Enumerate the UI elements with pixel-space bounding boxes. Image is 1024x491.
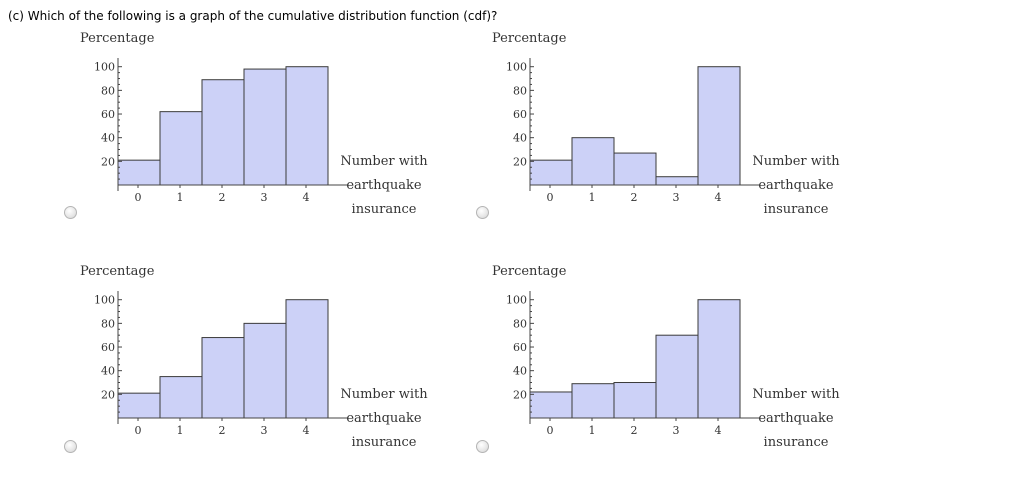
- y-tick-label: 20: [513, 155, 527, 168]
- y-tick-label: 100: [506, 61, 527, 74]
- bar-4: [697, 66, 741, 186]
- option-d-chart: Percentage 20 40 60 80 100 0 1 2 3 4 Number with ear…: [412, 261, 840, 491]
- bar-1: [571, 137, 615, 186]
- x-axis-title-line: earthquake: [758, 178, 834, 193]
- x-tick-label: 3: [673, 191, 680, 204]
- x-tick-label: 1: [589, 191, 596, 204]
- x-tick-label: 1: [177, 191, 184, 204]
- x-tick-label: 3: [261, 424, 268, 437]
- y-axis-title: Percentage: [492, 264, 567, 279]
- x-tick-label: 4: [715, 424, 722, 437]
- x-axis-title-line: Number with: [752, 387, 840, 402]
- y-tick-label: 40: [101, 132, 115, 145]
- bar-1: [571, 383, 615, 419]
- y-tick-label: 40: [513, 132, 527, 145]
- x-axis-title-line: insurance: [352, 202, 417, 217]
- x-axis-title-line: Number with: [340, 154, 428, 169]
- x-tick-label: 2: [219, 424, 226, 437]
- bar-1: [159, 111, 203, 186]
- x-tick-label: 3: [673, 424, 680, 437]
- option-a-radio[interactable]: [64, 206, 77, 219]
- y-tick-label: 80: [513, 84, 527, 97]
- x-tick-label: 0: [547, 424, 554, 437]
- x-axis-title-line: insurance: [352, 435, 417, 450]
- bar-3: [655, 334, 699, 419]
- y-tick-label: 20: [513, 388, 527, 401]
- option-b-chart: Percentage 20 40 60 80 100 0 1 2 3 4 Number with ear…: [412, 28, 840, 258]
- bar-3: [655, 176, 699, 186]
- bar-2: [613, 152, 657, 186]
- y-axis-title: Percentage: [492, 31, 567, 46]
- option-d-radio[interactable]: [476, 440, 489, 453]
- y-tick-label: 20: [101, 155, 115, 168]
- bar-0: [117, 159, 161, 186]
- x-axis-title-line: Number with: [752, 154, 840, 169]
- bar-4: [285, 66, 329, 186]
- x-tick-label: 1: [589, 424, 596, 437]
- y-tick-label: 20: [101, 388, 115, 401]
- bar-2: [613, 382, 657, 419]
- y-tick-label: 80: [101, 317, 115, 330]
- x-axis-title-line: earthquake: [346, 178, 422, 193]
- chart-svg: Percentage 20 40 60 80 100 0 1 2 3 4 Number with ear…: [80, 31, 428, 217]
- bar-3: [243, 322, 287, 419]
- bar-4: [285, 299, 329, 419]
- y-axis-title: Percentage: [80, 264, 155, 279]
- y-tick-label: 40: [513, 365, 527, 378]
- chart-svg: Percentage 20 40 60 80 100 0 1 2 3 4 Number with ear…: [492, 31, 840, 217]
- x-tick-label: 4: [303, 191, 310, 204]
- x-tick-label: 0: [135, 424, 142, 437]
- bar-0: [117, 392, 161, 419]
- y-tick-label: 40: [101, 365, 115, 378]
- x-tick-label: 2: [631, 424, 638, 437]
- x-tick-label: 4: [303, 424, 310, 437]
- question-text: (c) Which of the following is a graph of…: [8, 9, 498, 23]
- y-tick-label: 80: [101, 84, 115, 97]
- option-c-chart: Percentage 20 40 60 80 100 0 1 2 3 4 Number with ear…: [0, 261, 428, 491]
- x-tick-label: 1: [177, 424, 184, 437]
- y-axis-title: Percentage: [80, 31, 155, 46]
- x-axis-title-line: Number with: [340, 387, 428, 402]
- option-c-radio[interactable]: [64, 440, 77, 453]
- x-tick-label: 0: [135, 191, 142, 204]
- option-b-radio[interactable]: [476, 206, 489, 219]
- y-tick-label: 80: [513, 317, 527, 330]
- y-tick-label: 60: [513, 108, 527, 121]
- y-tick-label: 100: [94, 294, 115, 307]
- y-tick-label: 60: [513, 341, 527, 354]
- y-tick-label: 60: [101, 341, 115, 354]
- x-axis-title-line: earthquake: [346, 411, 422, 426]
- chart-svg: Percentage 20 40 60 80 100 0 1 2 3 4 Number with ear…: [80, 264, 428, 450]
- y-tick-label: 60: [101, 108, 115, 121]
- bar-0: [529, 159, 573, 186]
- x-tick-label: 2: [631, 191, 638, 204]
- x-tick-label: 3: [261, 191, 268, 204]
- x-tick-label: 2: [219, 191, 226, 204]
- x-axis-title-line: earthquake: [758, 411, 834, 426]
- bar-2: [201, 337, 245, 419]
- x-axis-title-line: insurance: [764, 435, 829, 450]
- bar-1: [159, 376, 203, 419]
- x-axis-title-line: insurance: [764, 202, 829, 217]
- bar-0: [529, 391, 573, 419]
- y-tick-label: 100: [94, 61, 115, 74]
- y-tick-label: 100: [506, 294, 527, 307]
- bar-4: [697, 299, 741, 419]
- x-tick-label: 4: [715, 191, 722, 204]
- option-a-chart: Percentage 20 40 60 80 100 0 1 2 3 4 Number with ear…: [0, 28, 428, 258]
- chart-svg: Percentage 20 40 60 80 100 0 1 2 3 4 Number with ear…: [492, 264, 840, 450]
- bar-3: [243, 68, 287, 186]
- bar-2: [201, 79, 245, 186]
- x-tick-label: 0: [547, 191, 554, 204]
